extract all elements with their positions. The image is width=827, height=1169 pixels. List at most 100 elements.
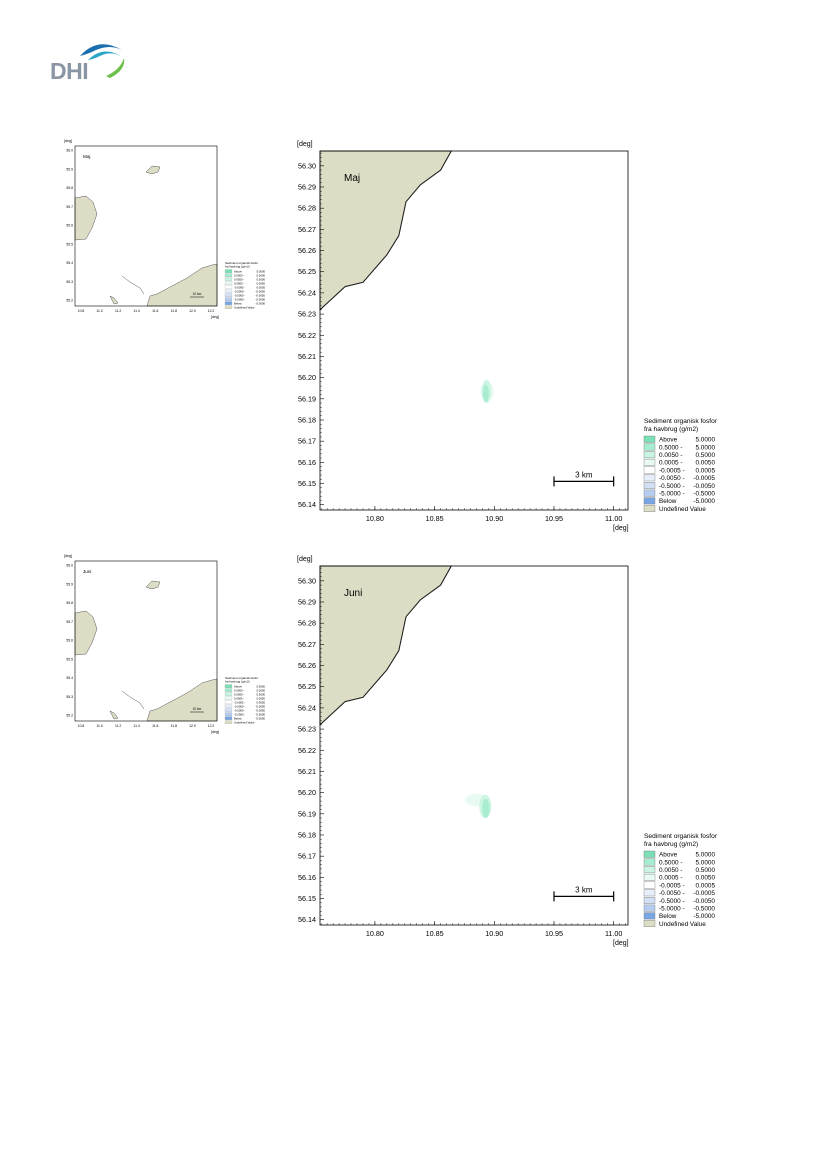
mini-scale-label: 10 km [193, 292, 202, 296]
mini-y-tick-label: 55.7 [66, 205, 73, 209]
legend-label: 0.0050 - [659, 867, 682, 874]
y-tick-label: 56.16 [298, 458, 316, 467]
legend-swatch [643, 889, 656, 897]
legend-swatch [643, 466, 656, 474]
plot-frame [319, 565, 629, 926]
legend-swatch [643, 443, 656, 451]
island-north [145, 165, 161, 175]
mini-y-tick-label: 55.5 [66, 242, 73, 246]
island-south [109, 710, 119, 720]
legend-swatch [643, 474, 656, 482]
legend-swatch [643, 482, 656, 489]
legend-value: -0.0050 [693, 483, 715, 490]
legend-value: -0.0050 [693, 898, 715, 905]
legend-label: -0.0050 - [659, 475, 685, 482]
mini-x-unit: [deg] [211, 730, 219, 734]
legend-label: 0.5000 - [659, 444, 682, 451]
mini-y-tick-label: 55.3 [66, 695, 73, 699]
y-unit-label: [deg] [297, 141, 313, 148]
mini-x-tick-label: 11.2 [115, 309, 121, 313]
y-tick-label: 56.24 [298, 703, 316, 712]
legend-swatch [643, 912, 656, 920]
mini-x-tick-label: 11.4 [134, 724, 140, 728]
mini-legend-swatch [224, 716, 233, 721]
y-tick-label: 56.30 [298, 161, 316, 170]
x-tick-label: 10.90 [485, 929, 503, 938]
mini-legend-label: Below [234, 301, 243, 305]
mini-y-tick-label: 55.8 [66, 601, 73, 605]
mini-legend-value: -0.0005 [256, 704, 266, 708]
y-tick-label: 56.18 [298, 415, 316, 424]
mini-legend-label: 0.5000 - [234, 688, 244, 692]
x-tick-label: 10.85 [426, 514, 444, 523]
legend-value: 0.5000 [695, 867, 715, 874]
mini-legend-value: 0.0050 [256, 696, 265, 700]
legend-swatch [643, 451, 656, 459]
mini-title: Juni [83, 569, 91, 574]
coast-line [121, 690, 145, 710]
y-tick-label: 56.20 [298, 373, 316, 382]
mini-legend-title: Sediment organisk fosfor [225, 676, 258, 680]
mini-legend-label: -0.5000 - [234, 708, 245, 712]
mini-legend-swatch [224, 269, 233, 274]
overview-map-juni: 56.0 55.9 55.8 55.7 55.6 55.5 55.4 55.3 55.2 10.8… [62, 551, 272, 741]
legend-value: -0.0005 [693, 475, 715, 482]
legend-swatch [643, 435, 656, 443]
x-tick-label: 10.80 [366, 929, 384, 938]
legend-value: -0.5000 [693, 491, 715, 498]
mini-svg: 56.0 55.9 55.8 55.7 55.6 55.5 55.4 55.3 55.2 10.8… [64, 554, 266, 734]
coastline [319, 565, 452, 726]
legend-label: -0.5000 - [659, 483, 685, 490]
mini-legend-swatch [224, 704, 233, 709]
legend-label: Below [659, 498, 677, 505]
mini-y-tick-label: 56.0 [66, 564, 73, 568]
legend-value: -0.0005 [693, 890, 715, 897]
legend-swatch [643, 920, 656, 927]
y-unit-label: [deg] [297, 556, 313, 563]
map-title: Maj [344, 173, 360, 184]
mini-legend-label: Above [234, 269, 242, 273]
x-unit-label: [deg] [613, 525, 629, 532]
brand-name: DHI [50, 58, 89, 84]
mini-x-tick-label: 11.4 [134, 309, 140, 313]
land-southeast [146, 678, 218, 722]
mini-legend-swatch [224, 700, 233, 705]
mini-svg: 56.0 55.9 55.8 55.7 55.6 55.5 55.4 55.3 55.2 10.8… [64, 139, 266, 319]
mini-legend-value: -0.0005 [256, 289, 266, 293]
mini-legend-swatch [224, 293, 233, 298]
y-tick-label: 56.26 [298, 661, 316, 670]
legend-label: 0.0005 - [659, 875, 682, 882]
y-tick-label: 56.30 [298, 576, 316, 585]
mini-y-tick-label: 55.3 [66, 280, 73, 284]
plume-patch [482, 799, 490, 818]
mini-legend-label: -0.0005 - [234, 285, 245, 289]
mini-legend-swatch [224, 281, 233, 286]
mini-legend-value: -5.0000 [256, 716, 266, 720]
mini-legend-swatch [224, 708, 233, 713]
land-southeast [146, 263, 218, 307]
y-tick-label: 56.19 [298, 394, 316, 403]
legend-subtitle: fra havbrug (g/m2) [644, 426, 698, 433]
legend-swatch [643, 866, 656, 874]
x-tick-label: 11.00 [605, 514, 622, 523]
mini-y-tick-label: 55.2 [66, 714, 73, 718]
mini-legend-value: -5.0000 [256, 301, 266, 305]
legend-value: -5.0000 [693, 498, 715, 505]
mini-y-tick-label: 55.9 [66, 582, 73, 586]
y-tick-label: 56.23 [298, 725, 316, 734]
mini-y-tick-label: 55.9 [66, 167, 73, 171]
mini-legend-label: Above [234, 684, 242, 688]
overview-map-maj: 56.0 55.9 55.8 55.7 55.6 55.5 55.4 55.3 55.2 10.8… [62, 136, 272, 326]
y-tick-label: 56.21 [298, 352, 316, 361]
mini-legend-label: Undefined Value [234, 305, 255, 309]
legend-swatch [643, 505, 656, 512]
mini-legend-title: Sediment organisk fosfor [225, 261, 258, 265]
y-tick-label: 56.16 [298, 873, 316, 882]
mini-x-tick-label: 11.0 [96, 724, 102, 728]
y-tick-label: 56.15 [298, 894, 316, 903]
legend-label: 0.5000 - [659, 859, 682, 866]
mini-title: Maj [83, 154, 90, 159]
mini-legend-subtitle: fra havbrug (g/m2) [225, 680, 250, 684]
legend-label: 0.0005 - [659, 460, 682, 467]
scale-bar-label: 3 km [575, 470, 593, 479]
